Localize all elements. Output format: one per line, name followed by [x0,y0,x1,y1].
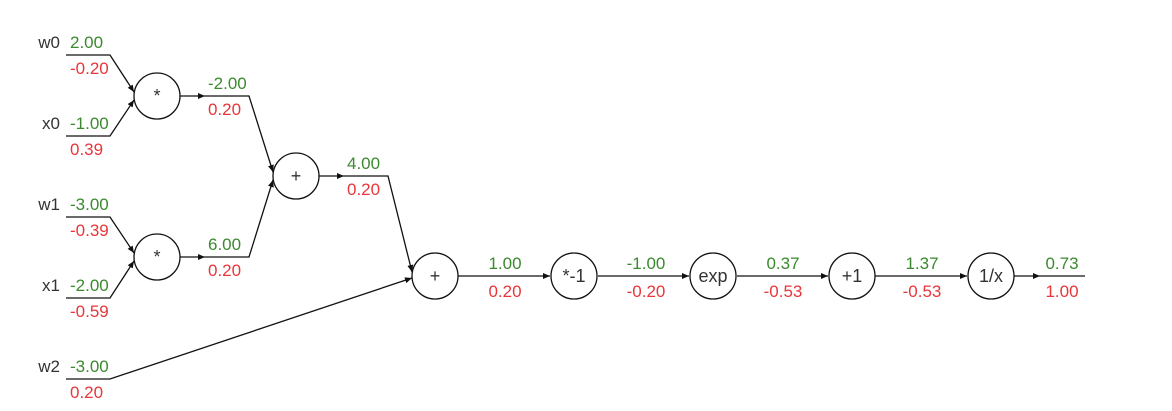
node-add1: + [411,252,459,300]
node-neg-op: *-1 [562,266,585,286]
node-neg-circle [550,252,598,300]
input-w2: w2 -3.00 0.20 [37,357,108,402]
edge-output-values: 0.73 1.00 [1045,254,1078,301]
add0-value: 4.00 [347,154,380,173]
node-add1-circle [411,252,459,300]
wire-mul0-to-add0 [205,95,274,173]
input-w2-grad: 0.20 [70,383,103,402]
node-plus1-circle [828,252,876,300]
input-w0-name: w0 [37,33,60,52]
wire-x0 [66,99,135,137]
node-exp: exp [689,252,737,300]
add0-grad: 0.20 [347,180,380,199]
output-grad: 1.00 [1045,282,1078,301]
wire-w0 [66,54,135,93]
node-exp-circle [689,252,737,300]
edge-add1-values: 1.00 0.20 [488,254,521,301]
node-plus1-op: +1 [842,266,863,286]
edge-mul1-values: 6.00 0.20 [208,235,241,280]
node-exp-op: exp [698,266,727,286]
node-mul1-op: * [153,247,160,267]
node-add0-circle [272,152,320,200]
input-x0-grad: 0.39 [70,140,103,159]
node-add0-op: + [291,166,302,186]
input-x1-value: -2.00 [70,276,109,295]
wire-mul1-to-add0 [205,179,274,258]
node-mul1: * [133,233,181,281]
edge-mul0-values: -2.00 0.20 [208,74,247,119]
exp-grad: -0.53 [764,282,803,301]
add1-value: 1.00 [488,254,521,273]
node-neg: *-1 [550,252,598,300]
input-w1-name: w1 [37,195,60,214]
node-inv-circle [967,252,1015,300]
input-w1: w1 -3.00 -0.39 [37,195,108,240]
input-w0: w0 2.00 -0.20 [37,33,108,78]
mul1-grad: 0.20 [208,261,241,280]
input-x1-grad: -0.59 [70,302,109,321]
input-w1-value: -3.00 [70,195,109,214]
input-x0: x0 -1.00 0.39 [42,114,109,159]
input-x0-value: -1.00 [70,114,109,133]
edge-exp-values: 0.37 -0.53 [764,254,803,301]
input-w0-grad: -0.20 [70,59,109,78]
input-x1: x1 -2.00 -0.59 [42,276,109,321]
wire-x1 [66,260,135,299]
mul0-value: -2.00 [208,74,247,93]
input-w2-name: w2 [37,357,60,376]
node-mul1-circle [133,233,181,281]
node-inv: 1/x [967,252,1015,300]
node-plus1: +1 [828,252,876,300]
output-value: 0.73 [1045,254,1078,273]
wires [66,54,1085,380]
edge-add0-values: 4.00 0.20 [347,154,380,199]
input-w0-value: 2.00 [70,33,103,52]
wire-add0-to-add1 [344,175,414,273]
node-add1-op: + [430,266,441,286]
edge-neg-values: -1.00 -0.20 [627,254,666,301]
plus1-value: 1.37 [905,254,938,273]
plus1-grad: -0.53 [903,282,942,301]
node-inv-op: 1/x [979,266,1003,286]
edge-plus1-values: 1.37 -0.53 [903,254,942,301]
node-mul0-circle [133,72,181,120]
input-w2-value: -3.00 [70,357,109,376]
mul0-grad: 0.20 [208,100,241,119]
wire-w1 [66,216,135,254]
node-mul0-op: * [153,86,160,106]
neg-grad: -0.20 [627,282,666,301]
exp-value: 0.37 [766,254,799,273]
node-mul0: * [133,72,181,120]
input-w1-grad: -0.39 [70,221,109,240]
mul1-value: 6.00 [208,235,241,254]
input-x1-name: x1 [42,276,60,295]
neg-value: -1.00 [627,254,666,273]
input-x0-name: x0 [42,114,60,133]
wire-w2 [66,277,413,380]
add1-grad: 0.20 [488,282,521,301]
node-add0: + [272,152,320,200]
